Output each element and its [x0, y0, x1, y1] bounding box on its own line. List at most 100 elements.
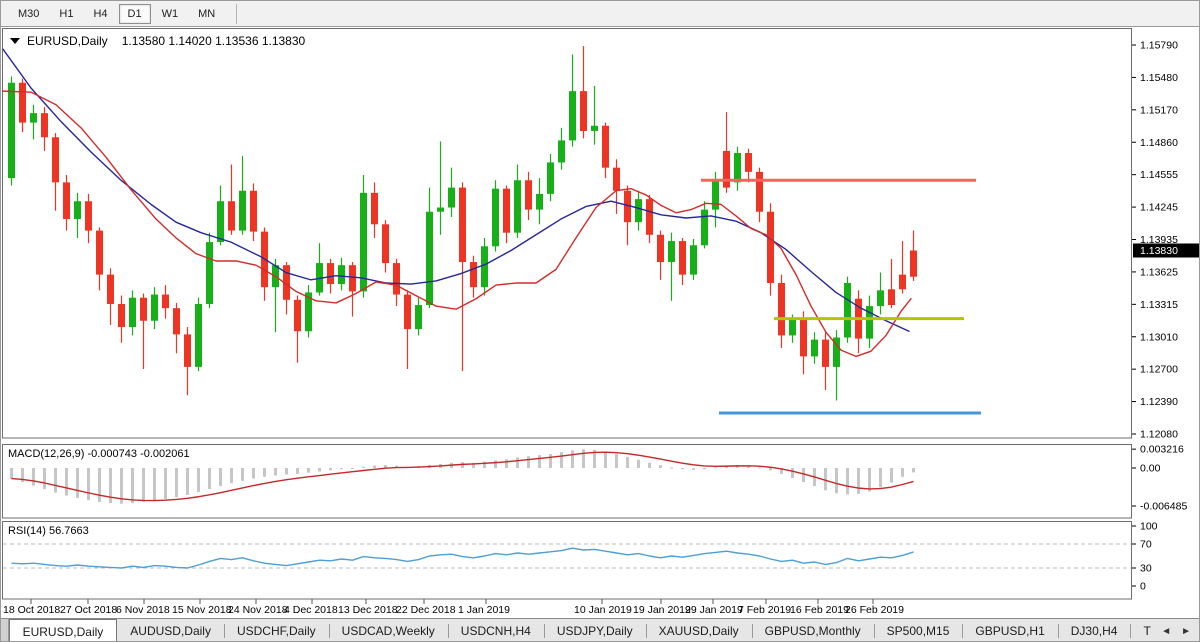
macd-bar — [747, 465, 750, 468]
candle-body — [778, 283, 785, 336]
macd-bar — [21, 468, 24, 483]
timeframe-button-h4[interactable]: H4 — [84, 4, 116, 24]
price-panel-frame — [2, 28, 1132, 439]
macd-bar — [505, 459, 508, 468]
candlestick-series — [8, 46, 917, 401]
macd-bar — [890, 468, 893, 483]
toolbar-separator — [236, 3, 238, 24]
timeframe-button-m30[interactable]: M30 — [9, 4, 48, 24]
candle-body — [426, 211, 433, 306]
candle-body — [140, 297, 147, 321]
chart-tab-eurusd-daily[interactable]: EURUSD,Daily — [8, 619, 118, 641]
candle-body — [723, 150, 730, 188]
chart-tab-sp500-m15[interactable]: SP500,M15 — [873, 619, 963, 641]
candle-body — [415, 305, 422, 330]
timeframe-button-d1[interactable]: D1 — [118, 3, 151, 24]
candle-body — [305, 292, 312, 332]
candle-body — [151, 294, 158, 321]
macd-bar — [32, 468, 35, 486]
macd-bar — [538, 455, 541, 468]
rsi-tick-label: 70 — [1140, 539, 1152, 551]
date-tick-label: 6 Nov 2018 — [116, 604, 170, 616]
macd-bar — [901, 468, 904, 477]
chart-tab-gbpusd-h1[interactable]: GBPUSD,H1 — [962, 619, 1057, 641]
macd-bar — [208, 468, 211, 490]
chart-tab-usdcad-weekly[interactable]: USDCAD,Weekly — [328, 619, 448, 641]
candle-body — [668, 241, 675, 263]
timeframe-button-w1[interactable]: W1 — [153, 4, 188, 24]
macd-bar — [769, 468, 772, 471]
macd-bar — [824, 468, 827, 491]
candle-body — [899, 274, 906, 290]
chart-title-text: EURUSD,Daily 1.13580 1.14020 1.13536 1.13… — [27, 34, 306, 48]
date-tick-label: 7 Feb 2019 — [738, 604, 791, 616]
chart-tab-xauusd-daily[interactable]: XAUUSD,Daily — [645, 619, 752, 641]
tab-scroll-right-icon[interactable]: ► — [1181, 625, 1191, 637]
macd-bar — [527, 456, 530, 468]
date-tick-label: 15 Nov 2018 — [172, 604, 232, 616]
tab-scroll-left-icon[interactable]: ◄ — [1161, 625, 1172, 637]
macd-bar — [681, 468, 684, 470]
ma-line-fast-red — [2, 90, 912, 358]
candle-body — [558, 140, 565, 163]
date-tick-label: 10 Jan 2019 — [574, 604, 632, 616]
price-tick-label: 1.15170 — [1140, 104, 1178, 116]
candle-body — [52, 137, 59, 183]
macd-bar — [219, 468, 222, 487]
chart-tab-dj30-h4[interactable]: DJ30,H4 — [1057, 619, 1131, 641]
current-price-label: 1.13830 — [1140, 245, 1178, 257]
macd-bar — [142, 468, 145, 502]
date-tick-label: 18 Oct 2018 — [3, 604, 60, 616]
macd-bar — [725, 465, 728, 468]
macd-bar — [329, 468, 332, 471]
candle-body — [107, 274, 114, 304]
candle-body — [514, 180, 521, 233]
timeframe-button-h1[interactable]: H1 — [50, 4, 82, 24]
candle-body — [877, 290, 884, 307]
candle-body — [844, 283, 851, 338]
chart-tab-audusd-daily[interactable]: AUDUSD,Daily — [130, 624, 211, 638]
candle-body — [811, 339, 818, 357]
macd-bar — [483, 461, 486, 468]
candle-body — [602, 125, 609, 168]
date-tick-label: 13 Dec 2018 — [338, 604, 398, 616]
candle-body — [646, 199, 653, 235]
chart-canvas[interactable]: 1.15790 1.15480 1.15170 1.14860 1.14555 1.142… — [1, 28, 1200, 618]
macd-bar — [692, 468, 695, 470]
macd-bar — [582, 449, 585, 468]
macd-bar — [593, 449, 596, 468]
rsi-label: RSI(14) 56.7663 — [8, 525, 89, 537]
macd-bar — [516, 457, 519, 468]
date-tick-label: 1 Jan 2019 — [458, 604, 510, 616]
chart-tab-usdchf-daily[interactable]: USDCHF,Daily — [223, 619, 329, 641]
chart-tab-tech100-h[interactable]: TECH100,H — [1130, 619, 1151, 641]
candle-body — [393, 263, 400, 295]
candle-body — [910, 250, 917, 277]
macd-bar — [846, 468, 849, 495]
ma-line-slow-blue — [2, 48, 910, 332]
macd-bar — [120, 468, 123, 504]
macd-bar — [879, 468, 882, 488]
candle-body — [206, 242, 213, 304]
candle-body — [19, 82, 26, 123]
rsi-line — [11, 547, 914, 569]
candle-body — [624, 190, 631, 223]
macd-bar — [10, 468, 13, 479]
chart-tab-usdjpy-daily[interactable]: USDJPY,Daily — [543, 619, 646, 641]
chart-tab-gbpusd-monthly[interactable]: GBPUSD,Monthly — [751, 619, 874, 641]
macd-bar — [604, 451, 607, 468]
macd-bar — [263, 468, 266, 477]
price-tick-label: 1.15790 — [1140, 40, 1178, 52]
chart-tab-usdcnh-h4[interactable]: USDCNH,H4 — [447, 619, 544, 641]
macd-bar — [285, 468, 288, 475]
candle-body — [580, 91, 587, 131]
symbol-dropdown-icon[interactable] — [10, 38, 20, 44]
candle-body — [360, 192, 367, 292]
candle-body — [184, 334, 191, 367]
timeframe-button-mn[interactable]: MN — [189, 4, 224, 24]
date-tick-label: 27 Oct 2018 — [60, 604, 117, 616]
macd-bar — [714, 467, 717, 469]
macd-bar — [43, 468, 46, 490]
current-price-box: 1.13830 — [1133, 243, 1199, 258]
